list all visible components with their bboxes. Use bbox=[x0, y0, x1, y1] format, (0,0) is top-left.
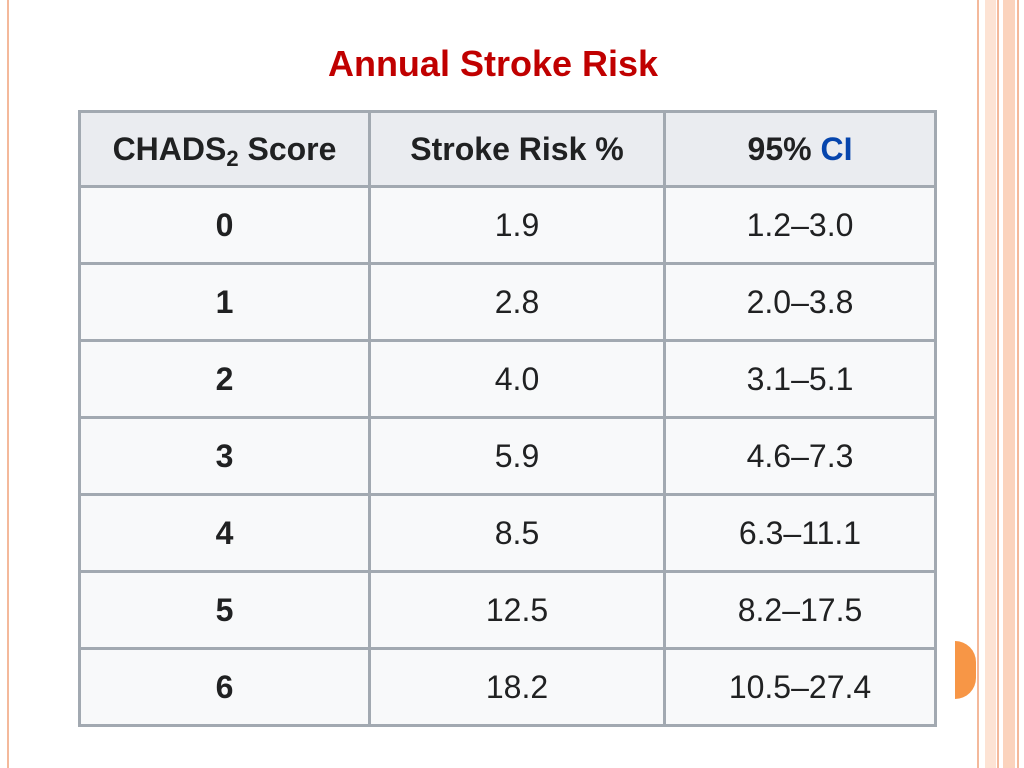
header-score-tail: Score bbox=[238, 130, 337, 167]
right-decorative-stripe bbox=[977, 0, 979, 768]
stroke-risk-cell: 12.5 bbox=[368, 570, 666, 650]
stroke-risk-table: CHADS2 Score Stroke Risk % 95% CI 0 1.9 … bbox=[78, 110, 937, 727]
ci-cell: 1.2–3.0 bbox=[663, 185, 937, 265]
stroke-risk-cell: 5.9 bbox=[368, 416, 666, 496]
ci-cell: 8.2–17.5 bbox=[663, 570, 937, 650]
right-decorative-stripe bbox=[1017, 0, 1019, 768]
score-cell: 2 bbox=[78, 339, 371, 419]
slide-title: Annual Stroke Risk bbox=[327, 43, 659, 84]
stroke-risk-cell: 2.8 bbox=[368, 262, 666, 342]
table-row: 4 8.5 6.3–11.1 bbox=[78, 493, 937, 573]
stroke-risk-cell: 4.0 bbox=[368, 339, 666, 419]
table-row: 0 1.9 1.2–3.0 bbox=[78, 185, 937, 265]
score-cell: 1 bbox=[78, 262, 371, 342]
score-cell: 4 bbox=[78, 493, 371, 573]
stroke-risk-cell: 1.9 bbox=[368, 185, 666, 265]
header-score-text: CHADS bbox=[112, 130, 227, 167]
ci-cell: 6.3–11.1 bbox=[663, 493, 937, 573]
stroke-risk-cell: 18.2 bbox=[368, 647, 666, 727]
orange-tab-shape bbox=[955, 641, 976, 699]
score-cell: 6 bbox=[78, 647, 371, 727]
table-row: 2 4.0 3.1–5.1 bbox=[78, 339, 937, 419]
header-stroke-risk: Stroke Risk % bbox=[368, 110, 666, 188]
score-cell: 0 bbox=[78, 185, 371, 265]
header-confidence-interval: 95% CI bbox=[663, 110, 937, 188]
ci-link[interactable]: CI bbox=[820, 130, 853, 167]
header-ci-prefix: 95% bbox=[747, 130, 821, 167]
ci-cell: 4.6–7.3 bbox=[663, 416, 937, 496]
ci-cell: 10.5–27.4 bbox=[663, 647, 937, 727]
table-row: 6 18.2 10.5–27.4 bbox=[78, 647, 937, 727]
ci-cell: 3.1–5.1 bbox=[663, 339, 937, 419]
right-decorative-stripe bbox=[985, 0, 996, 768]
table-row: 5 12.5 8.2–17.5 bbox=[78, 570, 937, 650]
score-cell: 3 bbox=[78, 416, 371, 496]
stroke-risk-table-container: CHADS2 Score Stroke Risk % 95% CI 0 1.9 … bbox=[78, 110, 937, 727]
right-decorative-stripe bbox=[1003, 0, 1015, 768]
header-score-subscript: 2 bbox=[226, 145, 239, 171]
stroke-risk-cell: 8.5 bbox=[368, 493, 666, 573]
ci-cell: 2.0–3.8 bbox=[663, 262, 937, 342]
header-chads2-score: CHADS2 Score bbox=[78, 110, 371, 188]
table-row: 1 2.8 2.0–3.8 bbox=[78, 262, 937, 342]
table-row: 3 5.9 4.6–7.3 bbox=[78, 416, 937, 496]
score-cell: 5 bbox=[78, 570, 371, 650]
left-border-line bbox=[7, 0, 9, 768]
right-decorative-stripe bbox=[997, 0, 999, 768]
table-header-row: CHADS2 Score Stroke Risk % 95% CI bbox=[78, 110, 937, 188]
